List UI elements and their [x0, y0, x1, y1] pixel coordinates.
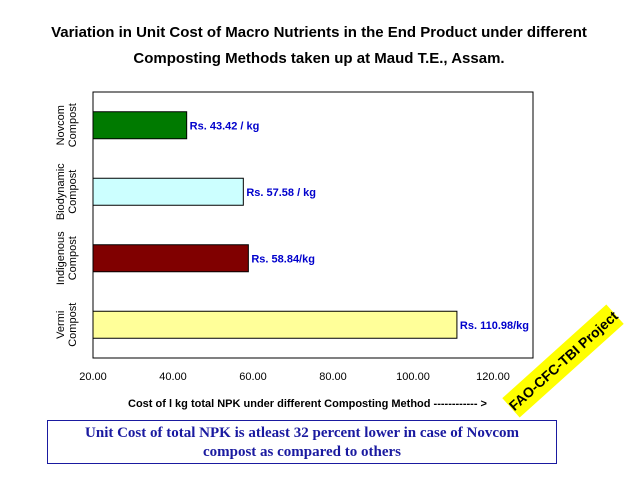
bar-vermi — [92, 310, 458, 339]
data-label-vermi: Rs. 110.98/kg — [460, 320, 529, 332]
bar-biodynamic — [92, 177, 244, 206]
conclusion-line-2: compost as compared to others — [202, 444, 402, 460]
data-label-indigenous: Rs. 58.84/kg — [251, 253, 315, 265]
plot-area — [92, 91, 534, 359]
x-axis-label: Cost of l kg total NPK under different C… — [128, 398, 487, 410]
chart-title-line-2: Composting Methods taken up at Maud T.E.… — [133, 50, 505, 67]
conclusion-line-1: Unit Cost of total NPK is atleast 32 per… — [85, 425, 519, 441]
x-tick-label: 100.00 — [396, 371, 430, 383]
category-label-vermi: VermiCompost — [55, 303, 79, 347]
x-tick-label: 120.00 — [476, 371, 510, 383]
x-tick-label: 60.00 — [239, 371, 267, 383]
data-label-biodynamic: Rs. 57.58 / kg — [246, 187, 316, 199]
x-tick-label: 20.00 — [79, 371, 107, 383]
chart-title-line-1: Variation in Unit Cost of Macro Nutrient… — [51, 24, 587, 41]
x-tick-label: 80.00 — [319, 371, 347, 383]
category-label-biodynamic: BiodynamicCompost — [55, 163, 79, 220]
data-label-novcom: Rs. 43.42 / kg — [190, 120, 260, 132]
bar-novcom — [92, 111, 188, 140]
x-tick-label: 40.00 — [159, 371, 187, 383]
category-label-novcom: NovcomCompost — [55, 103, 79, 147]
bar-indigenous — [92, 244, 249, 273]
category-label-indigenous: IndigenousCompost — [55, 231, 79, 285]
conclusion-box: Unit Cost of total NPK is atleast 32 per… — [47, 420, 557, 464]
